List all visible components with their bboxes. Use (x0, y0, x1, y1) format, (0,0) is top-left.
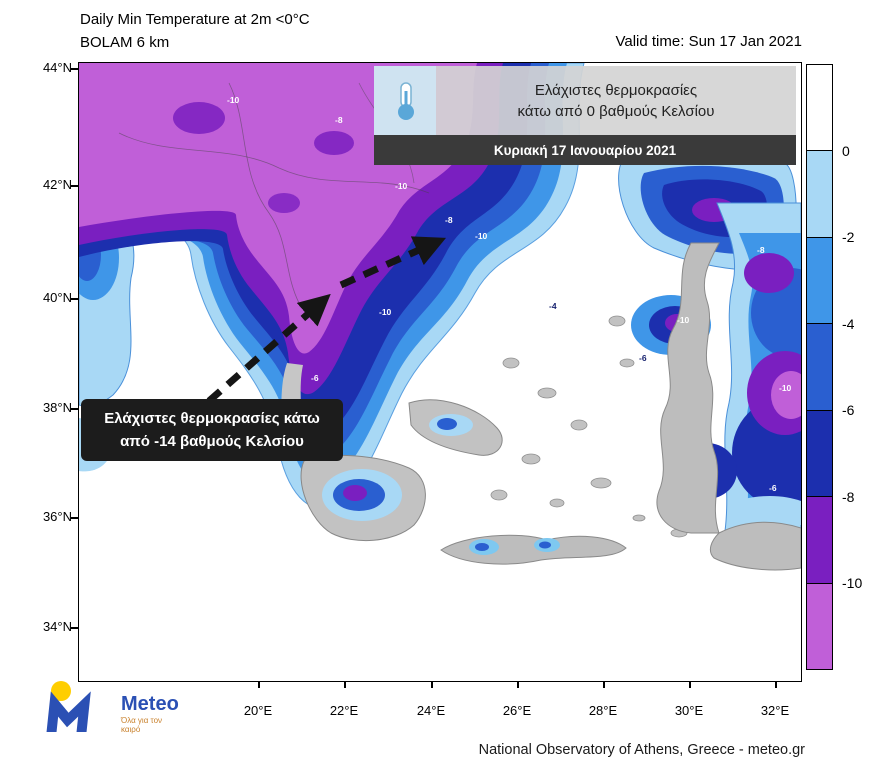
logo-name: Meteo (121, 693, 179, 715)
colorbar-label: -8 (842, 488, 855, 505)
contour-label: -10 (475, 231, 488, 241)
lat-tick (71, 298, 78, 300)
lon-tick (775, 681, 777, 688)
contour-label: -4 (549, 301, 557, 311)
colorbar-segment (807, 324, 832, 411)
contour-label: -8 (335, 115, 343, 125)
lat-label: 34°N (42, 619, 72, 634)
lon-tick (517, 681, 519, 688)
country-border-line (228, 82, 300, 304)
colorbar-segment (807, 497, 832, 584)
map-frame: -10 -8 -10 -8 -10 -10 -6 -4 -6 -10 -10 -6 -8 Ελάχιστ… (78, 62, 802, 682)
lat-label: 44°N (42, 60, 72, 75)
title-line-1: Daily Min Temperature at 2m <0°C (80, 11, 310, 28)
lon-tick (344, 681, 346, 688)
lon-label: 28°E (588, 703, 618, 718)
contour-label: -10 (677, 315, 690, 325)
credit-text: National Observatory of Athens, Greece -… (478, 742, 805, 758)
contour-label: -10 (779, 383, 792, 393)
map-title: Daily Min Temperature at 2m <0°C BOLAM 6… (80, 8, 310, 54)
lat-tick (71, 68, 78, 70)
contour-label: -6 (639, 353, 647, 363)
callout-arrow-1 (206, 293, 331, 404)
lon-tick (603, 681, 605, 688)
thermometer-icon (374, 66, 436, 135)
meteo-logo: Meteo Όλα για τον καιρό (45, 680, 179, 734)
lon-tick (258, 681, 260, 688)
colorbar-label: -4 (842, 315, 855, 332)
lon-label: 26°E (502, 703, 532, 718)
contour-label: -10 (395, 181, 408, 191)
colorbar-label: 0 (842, 142, 850, 159)
lon-tick (689, 681, 691, 688)
turkey-coast-land (656, 242, 720, 534)
callout-line-1: Ελάχιστες θερμοκρασίες κάτω (104, 410, 320, 427)
callout-arrow-2 (339, 236, 447, 289)
colorbar-segment (807, 583, 832, 669)
colorbar-segment (807, 65, 832, 152)
lat-tick (71, 627, 78, 629)
colorbar-segment (807, 237, 832, 325)
lat-tick (71, 408, 78, 410)
lon-label: 24°E (416, 703, 446, 718)
contour-labels: -10 -8 -10 -8 -10 -10 -6 -4 -6 -10 -10 -6 -8 (227, 95, 792, 493)
country-border-line (118, 132, 430, 194)
lon-label: 30°E (674, 703, 704, 718)
colorbar (806, 64, 833, 670)
aegean-islands (490, 315, 688, 538)
lon-label: 32°E (760, 703, 790, 718)
colorbar-label: -6 (842, 402, 855, 419)
lon-label: 20°E (243, 703, 273, 718)
contour-label: -8 (445, 215, 453, 225)
colorbar-segment (807, 410, 832, 498)
turkey-south-coast (709, 521, 801, 571)
date-bar: Κυριακή 17 Ιανουαρίου 2021 (374, 135, 796, 165)
colorbar-label: -10 (842, 575, 863, 592)
meteo-logo-mark (46, 681, 91, 732)
contour-label: -6 (311, 373, 319, 383)
info-box-line-1: Ελάχιστες θερμοκρασίες (534, 81, 698, 99)
callout-line-2: από -14 βαθμούς Κελσίου (120, 433, 304, 450)
callout-box: Ελάχιστες θερμοκρασίες κάτω από -14 βαθμ… (81, 399, 343, 461)
lat-label: 38°N (42, 400, 72, 415)
lon-label: 22°E (329, 703, 359, 718)
contour-label: -10 (379, 307, 392, 317)
info-box: Ελάχιστες θερμοκρασίες κάτω από 0 βαθμού… (374, 66, 796, 135)
contour-label: -10 (227, 95, 240, 105)
lat-label: 40°N (42, 290, 72, 305)
lat-tick (71, 517, 78, 519)
lat-tick (71, 185, 78, 187)
info-box-text: Ελάχιστες θερμοκρασίες κάτω από 0 βαθμού… (436, 66, 796, 135)
valid-time: Valid time: Sun 17 Jan 2021 (615, 33, 802, 50)
lon-tick (431, 681, 433, 688)
lat-label: 36°N (42, 509, 72, 524)
info-box-line-2: κάτω από 0 βαθμούς Κελσίου (517, 102, 715, 120)
colorbar-label: -2 (842, 229, 855, 246)
colorbar-segment (807, 151, 832, 238)
contour-label: -8 (757, 245, 765, 255)
contour-label: -6 (769, 483, 777, 493)
logo-tagline: Όλα για τον καιρό (121, 716, 163, 734)
lat-label: 42°N (42, 177, 72, 192)
title-line-2: BOLAM 6 km (80, 34, 170, 51)
